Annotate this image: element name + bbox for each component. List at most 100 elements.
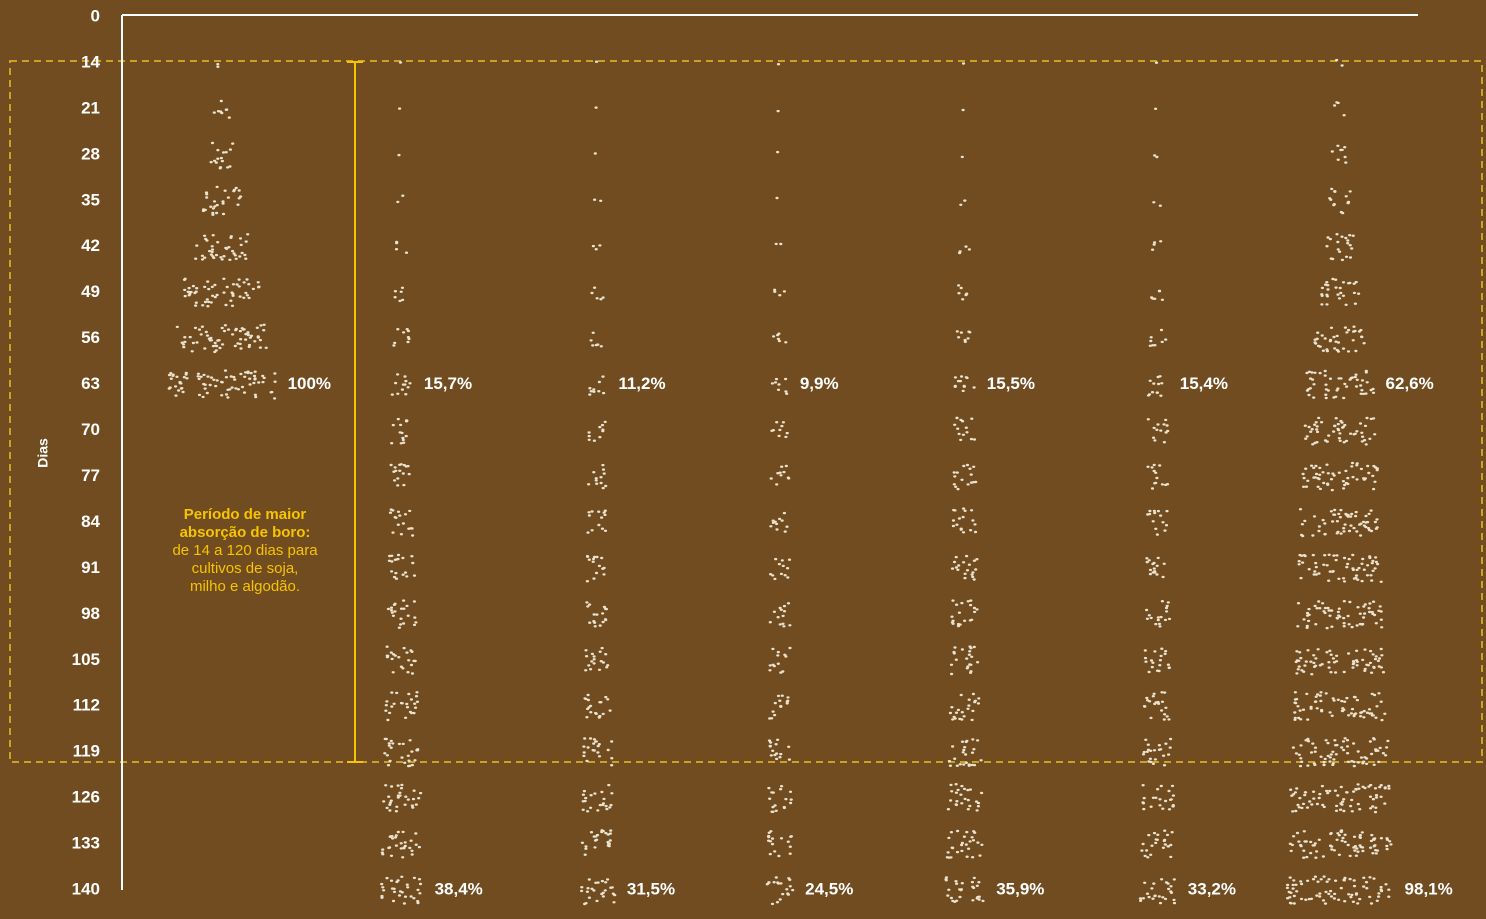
dot <box>1295 890 1298 892</box>
dot <box>596 834 599 836</box>
dot <box>1343 600 1346 602</box>
dot <box>400 666 403 668</box>
dot <box>1315 473 1318 475</box>
dot <box>779 474 782 476</box>
dot <box>1328 760 1331 762</box>
dot <box>384 784 387 786</box>
dot <box>254 377 257 379</box>
dot <box>1306 480 1309 482</box>
dot <box>975 608 978 610</box>
dot-cluster <box>581 829 613 856</box>
dot <box>1143 705 1146 707</box>
dot <box>387 608 390 610</box>
dot <box>1343 114 1346 116</box>
dot <box>404 896 407 898</box>
dot <box>775 378 778 380</box>
dot <box>1315 441 1318 443</box>
dot <box>1355 855 1358 857</box>
dot <box>1143 882 1146 884</box>
dot <box>1159 429 1162 431</box>
dot <box>1341 64 1344 66</box>
dot <box>221 327 224 329</box>
dot <box>1347 350 1350 352</box>
dot <box>1160 691 1163 693</box>
dot <box>253 375 256 377</box>
dot <box>945 879 948 881</box>
dot <box>390 880 393 882</box>
dot-cluster <box>399 61 402 63</box>
dot <box>393 342 396 344</box>
dot <box>1331 278 1334 280</box>
dot <box>1297 717 1300 719</box>
dot <box>1359 834 1362 836</box>
dot <box>405 252 408 254</box>
dot <box>586 580 589 582</box>
dot <box>953 424 956 426</box>
dot <box>1311 428 1314 430</box>
dot <box>413 759 416 761</box>
dot <box>791 889 794 891</box>
dot <box>593 440 596 442</box>
dot <box>778 518 781 520</box>
dot <box>1148 671 1151 673</box>
dot <box>170 378 173 380</box>
dot <box>1333 661 1336 663</box>
dot <box>969 840 972 842</box>
dot <box>1308 800 1311 802</box>
dot <box>784 798 787 800</box>
dot <box>966 464 969 466</box>
dot-cluster <box>594 152 597 154</box>
dot <box>397 656 400 658</box>
dot <box>773 611 776 613</box>
dot-cluster <box>766 876 795 905</box>
dot <box>395 810 398 812</box>
dot <box>778 563 781 565</box>
dot <box>971 856 974 858</box>
dot <box>397 524 400 526</box>
dot <box>1375 655 1378 657</box>
dot <box>1330 478 1333 480</box>
dot <box>951 567 954 569</box>
dot <box>171 375 174 377</box>
dot <box>1315 850 1318 852</box>
dot <box>252 382 255 384</box>
dot <box>1348 623 1351 625</box>
dot <box>233 378 236 380</box>
dot <box>789 802 792 804</box>
dot <box>386 807 389 809</box>
dot <box>1293 719 1296 721</box>
dot <box>772 429 775 431</box>
dot <box>1295 698 1298 700</box>
dot <box>970 418 973 420</box>
dot <box>1159 240 1162 242</box>
dot <box>1386 848 1389 850</box>
dot <box>247 283 250 285</box>
dot <box>784 574 787 576</box>
dot <box>771 837 774 839</box>
dot <box>1380 654 1383 656</box>
dot <box>1300 555 1303 557</box>
dot <box>1322 764 1325 766</box>
dot <box>409 649 412 651</box>
dot <box>580 890 583 892</box>
dot <box>1172 804 1175 806</box>
dot <box>228 259 231 261</box>
dot <box>1289 892 1292 894</box>
dot <box>391 887 394 889</box>
dot-cluster <box>767 785 793 813</box>
dot <box>1142 802 1145 804</box>
dot <box>1159 659 1162 661</box>
dot <box>1160 785 1163 787</box>
dot <box>785 393 788 395</box>
dot <box>399 618 402 620</box>
dot <box>1327 434 1330 436</box>
dot <box>1310 465 1313 467</box>
dot <box>973 438 976 440</box>
dot <box>395 241 398 243</box>
dot <box>1384 754 1387 756</box>
dot <box>1346 745 1349 747</box>
dot <box>1343 484 1346 486</box>
dot <box>206 375 209 377</box>
dot <box>590 660 593 662</box>
dot <box>1364 477 1367 479</box>
